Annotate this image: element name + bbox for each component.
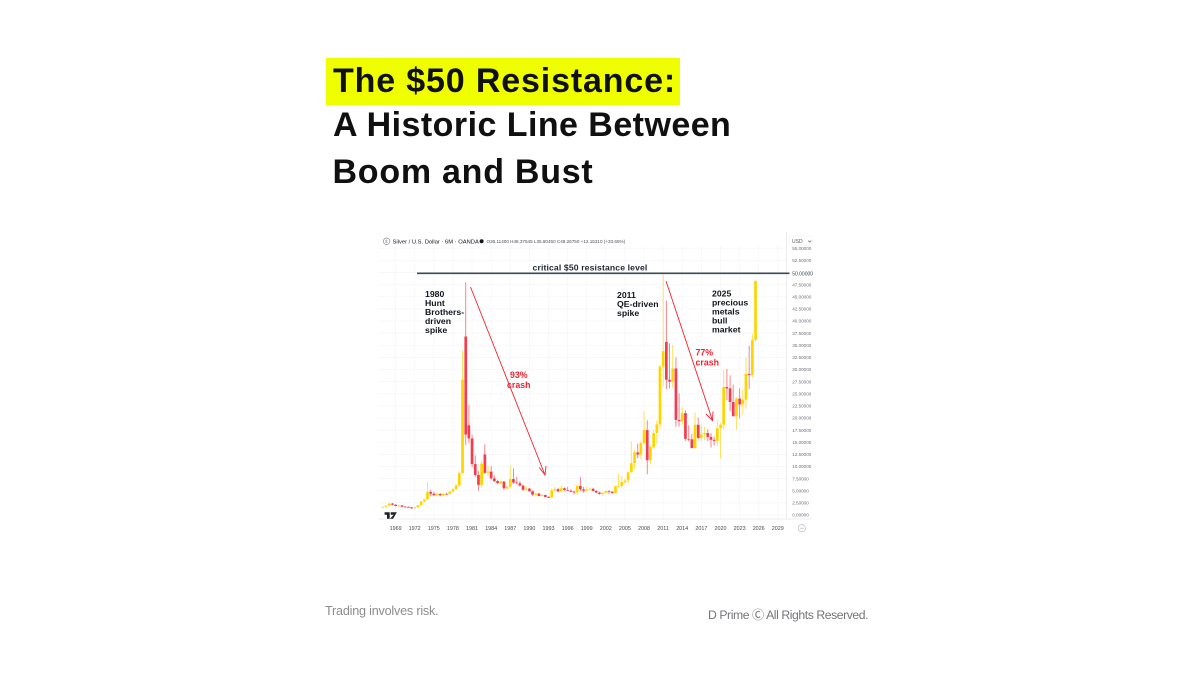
svg-text:2005: 2005 (619, 526, 631, 532)
svg-text:market: market (712, 325, 741, 335)
svg-text:2029: 2029 (772, 526, 784, 532)
svg-text:1969: 1969 (390, 526, 402, 532)
svg-text:22.50000: 22.50000 (792, 404, 812, 409)
svg-text:45.00000: 45.00000 (792, 294, 812, 299)
svg-text:$: $ (385, 239, 388, 245)
svg-text:1987: 1987 (504, 526, 516, 532)
svg-text:spike: spike (425, 325, 447, 335)
svg-text:30.00000: 30.00000 (792, 367, 812, 372)
svg-text:Hunt: Hunt (425, 298, 445, 308)
svg-text:50.00000: 50.00000 (792, 272, 813, 278)
svg-text:2002: 2002 (600, 526, 612, 532)
svg-text:QE-driven: QE-driven (617, 299, 659, 309)
svg-text:2008: 2008 (638, 526, 650, 532)
svg-text:2026: 2026 (753, 526, 765, 532)
svg-text:1984: 1984 (485, 526, 497, 532)
svg-text:bull: bull (712, 316, 727, 326)
svg-text:metals: metals (712, 307, 740, 317)
svg-text:crash: crash (696, 358, 719, 368)
svg-text:1972: 1972 (409, 526, 421, 532)
svg-text:32.50000: 32.50000 (792, 355, 812, 360)
svg-text:12.50000: 12.50000 (792, 452, 812, 457)
svg-text:1981: 1981 (466, 526, 478, 532)
svg-text:93%: 93% (510, 370, 528, 380)
svg-text:2011: 2011 (657, 526, 669, 532)
svg-text:10.00000: 10.00000 (792, 464, 812, 469)
svg-text:USD: USD (792, 239, 803, 245)
svg-text:spike: spike (617, 308, 639, 318)
svg-text:driven: driven (425, 316, 451, 326)
svg-text:27.50000: 27.50000 (792, 379, 812, 384)
svg-text:77%: 77% (696, 348, 714, 358)
svg-text:crash: crash (507, 380, 530, 390)
svg-text:1978: 1978 (447, 526, 459, 532)
svg-text:20.00000: 20.00000 (792, 416, 812, 421)
svg-text:Brothers-: Brothers- (425, 307, 464, 317)
svg-text:1975: 1975 (428, 526, 440, 532)
svg-text:42.50000: 42.50000 (792, 307, 812, 312)
svg-text:55.00000: 55.00000 (792, 246, 812, 251)
svg-text:2025: 2025 (712, 289, 731, 299)
svg-text:2014: 2014 (676, 526, 688, 532)
svg-text:0.00000: 0.00000 (792, 513, 809, 518)
svg-text:37.50000: 37.50000 (792, 331, 812, 336)
svg-text:47.50000: 47.50000 (792, 282, 812, 287)
svg-text:2020: 2020 (715, 526, 727, 532)
svg-text:2017: 2017 (695, 526, 707, 532)
svg-text:2.50000: 2.50000 (792, 501, 809, 506)
svg-text:25.00000: 25.00000 (792, 391, 812, 396)
svg-text:7.50000: 7.50000 (792, 476, 809, 481)
svg-text:Silver / U.S. Dollar · 6M · OA: Silver / U.S. Dollar · 6M · OANDA (393, 240, 479, 246)
svg-text:O36.11400 H48.37545 L35.80450: O36.11400 H48.37545 L35.80450 C48.26750 … (487, 239, 626, 244)
svg-text:2023: 2023 (734, 526, 746, 532)
svg-text:1993: 1993 (543, 526, 555, 532)
svg-text:35.00000: 35.00000 (792, 343, 812, 348)
svg-text:1980: 1980 (425, 289, 444, 299)
svg-text:critical $50 resistance level: critical $50 resistance level (533, 263, 648, 273)
svg-text:15.00000: 15.00000 (792, 440, 812, 445)
svg-text:5.00000: 5.00000 (792, 488, 809, 493)
svg-text:1990: 1990 (523, 526, 535, 532)
svg-text:17.50000: 17.50000 (792, 428, 812, 433)
svg-text:2011: 2011 (617, 290, 636, 300)
svg-text:precious: precious (712, 298, 748, 308)
svg-text:1996: 1996 (562, 526, 574, 532)
svg-text:40.00000: 40.00000 (792, 319, 812, 324)
svg-text:52.50000: 52.50000 (792, 258, 812, 263)
svg-text:1999: 1999 (581, 526, 593, 532)
